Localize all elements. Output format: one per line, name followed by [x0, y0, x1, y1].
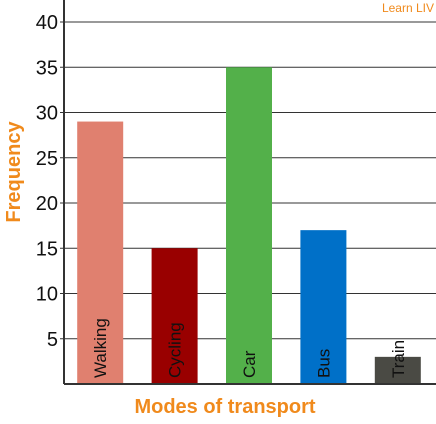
bar-label-cycling: Cycling: [166, 322, 185, 378]
bar-bus: [300, 230, 347, 384]
y-tick-label-10: 10: [36, 284, 58, 306]
bar-label-bus: Bus: [314, 349, 333, 378]
bar-cycling: [151, 248, 198, 384]
bar-car: [226, 67, 272, 384]
axes: [60, 0, 436, 385]
bar-label-walking: Walking: [91, 318, 110, 378]
y-tick-label-35: 35: [36, 57, 58, 79]
y-tick-label-30: 30: [36, 103, 58, 125]
y-tick-label-5: 5: [47, 329, 58, 351]
bar-walking: [77, 121, 124, 385]
y-tick-label-40: 40: [36, 12, 58, 34]
bar-label-train: Train: [389, 340, 408, 378]
x-axis-title: Modes of transport: [134, 396, 315, 418]
bar-label-car: Car: [240, 350, 259, 378]
y-tick-labels: 5 10 15 20 25 30 35 40: [36, 12, 58, 351]
y-tick-label-25: 25: [36, 148, 58, 170]
bar-train: [374, 356, 421, 384]
y-tick-label-15: 15: [36, 238, 58, 260]
bar-labels: Walking Cycling Car Bus Train: [91, 318, 408, 378]
y-axis-title: Frequency: [3, 121, 25, 223]
y-tick-label-20: 20: [36, 193, 58, 215]
bars: [77, 67, 421, 385]
brand-watermark: Learn LIV: [382, 1, 434, 15]
